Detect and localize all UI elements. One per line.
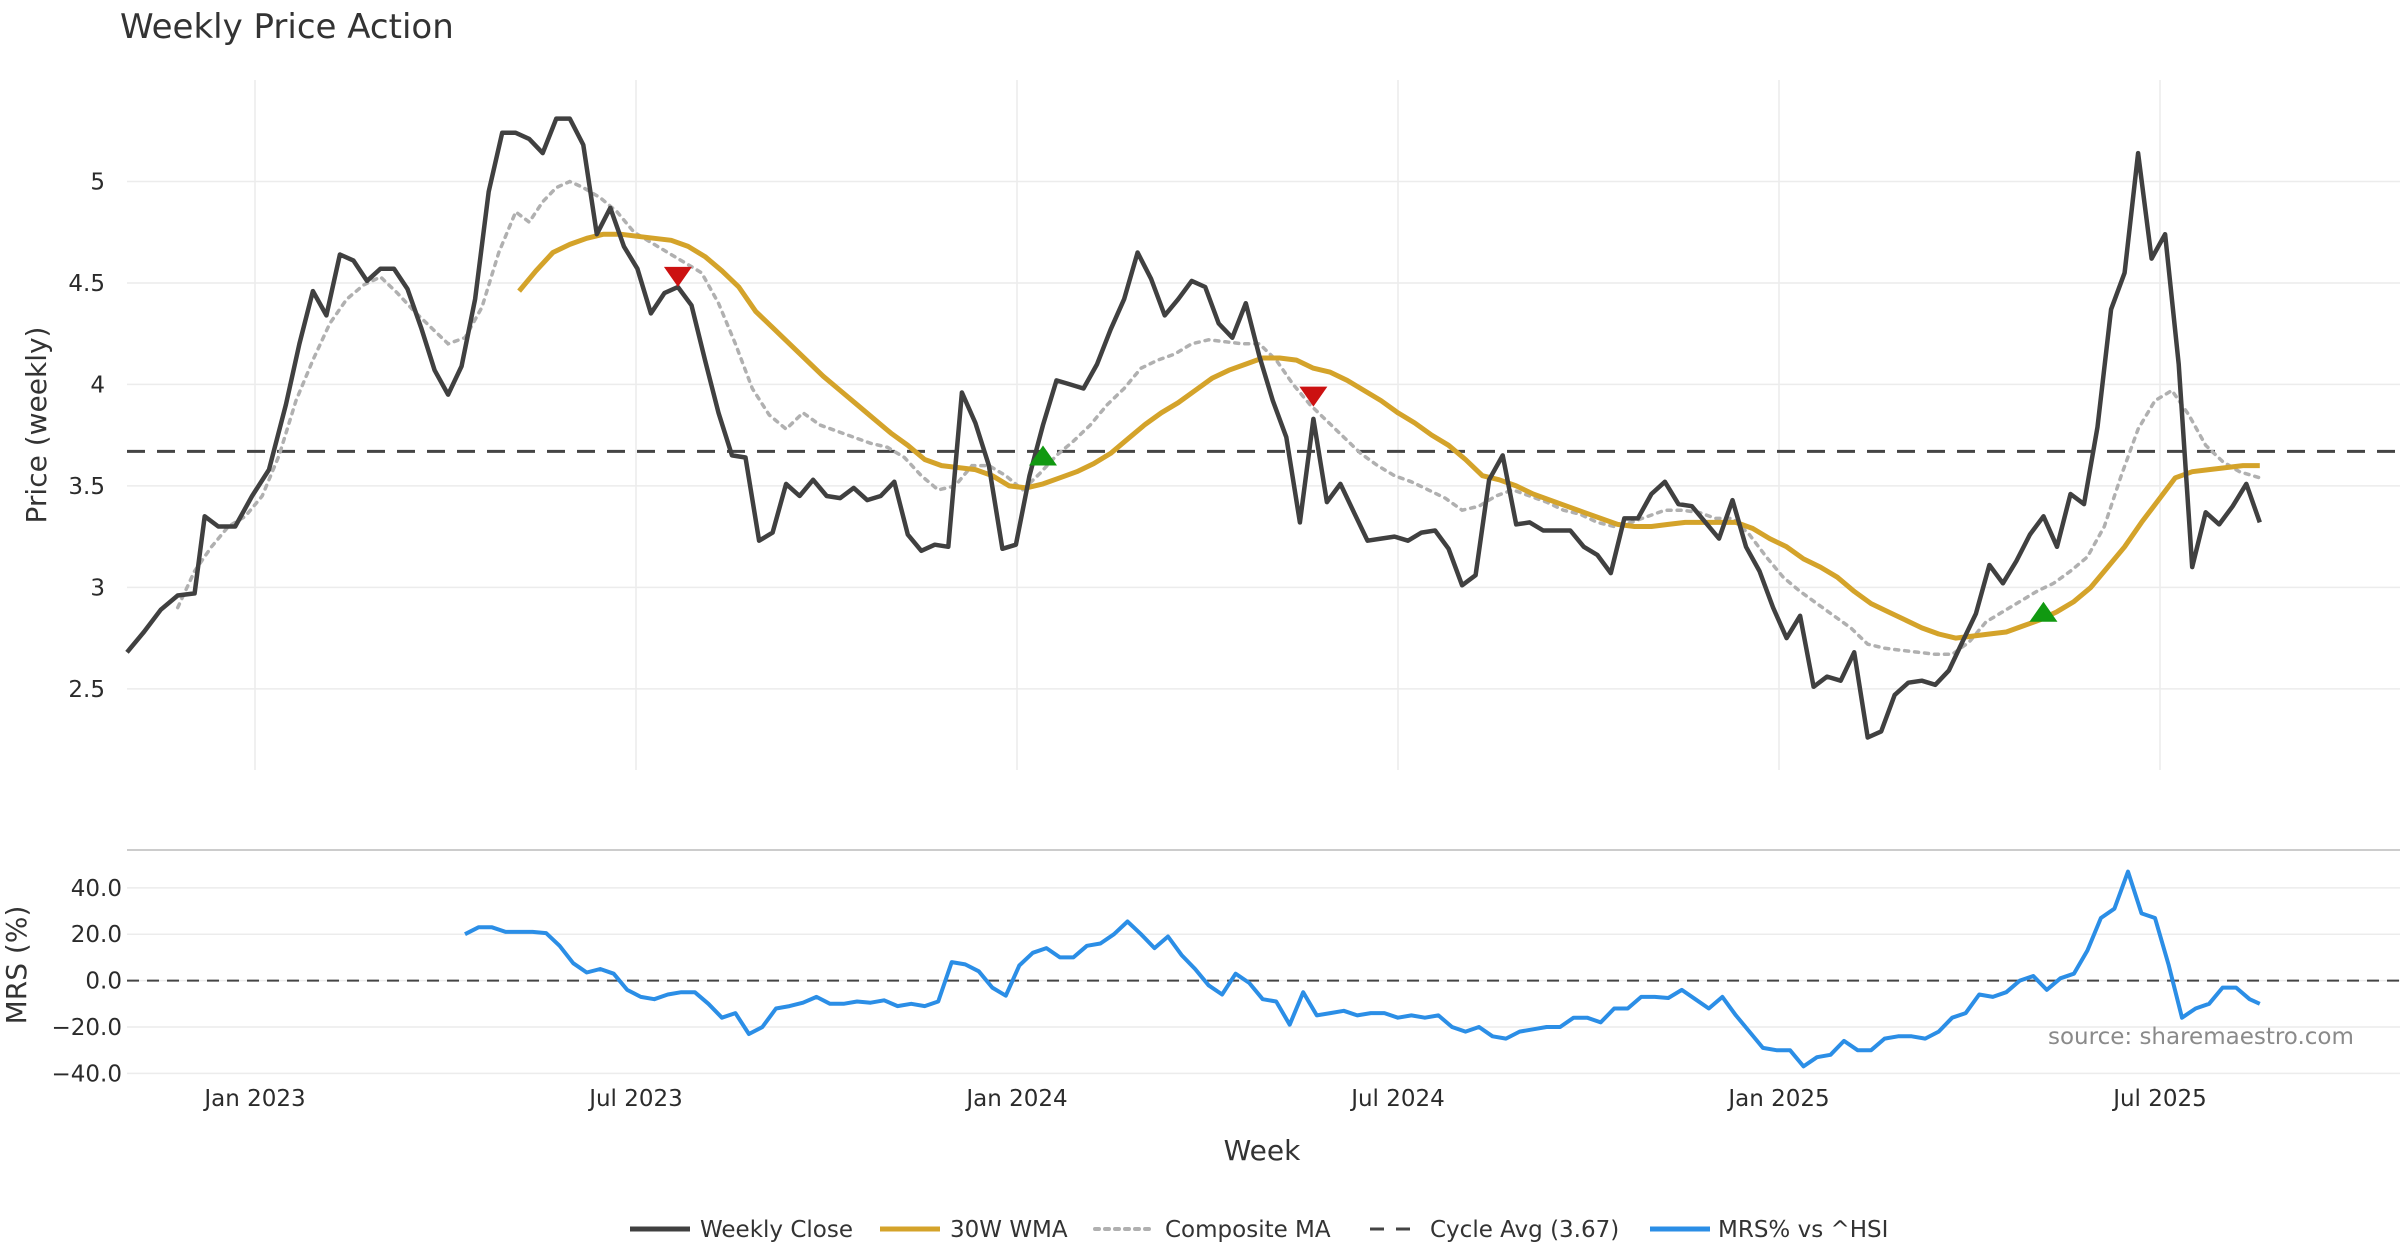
- price-gridlines: [127, 80, 2400, 770]
- x-tick-label: Jan 2023: [202, 1086, 305, 1112]
- watermark: source: sharemaestro.com: [2048, 1024, 2354, 1050]
- x-axis-label: Week: [1224, 1134, 1301, 1167]
- legend-label-mrs: MRS% vs ^HSI: [1718, 1217, 1888, 1243]
- x-tick-label: Jan 2025: [1726, 1086, 1829, 1112]
- y-axis-label: Price (weekly): [20, 327, 53, 524]
- mrs-y-tick-label: −40.0: [52, 1061, 122, 1087]
- price-y-tick-label: 3.5: [68, 474, 105, 500]
- buy-signal-marker: [1028, 445, 1057, 466]
- mrs-y-tick-label: 20.0: [71, 922, 122, 948]
- price-y-tick-label: 2.5: [68, 677, 105, 703]
- x-tick-label: Jul 2023: [587, 1086, 683, 1112]
- signal-markers: [663, 266, 2058, 622]
- price-y-tick-label: 3: [90, 575, 105, 601]
- sell-signal-marker: [663, 266, 692, 287]
- weekly-close-line: [125, 116, 2262, 740]
- legend-item-cycle-avg: Cycle Avg (3.67): [1370, 1217, 1619, 1243]
- x-tick-label: Jul 2024: [1349, 1086, 1445, 1112]
- legend: Weekly Close 30W WMA Composite MA Cycle …: [630, 1217, 1888, 1243]
- legend-item-weekly-close: Weekly Close: [630, 1217, 853, 1243]
- legend-item-mrs: MRS% vs ^HSI: [1650, 1217, 1888, 1243]
- mrs-axis-label: MRS (%): [0, 906, 33, 1025]
- price-y-tick-label: 5: [90, 169, 105, 195]
- x-tick-label: Jul 2025: [2111, 1086, 2207, 1112]
- mrs-y-ticks: 40.0 20.0 0.0 −20.0 −40.0: [52, 876, 122, 1088]
- legend-item-composite: Composite MA: [1093, 1217, 1331, 1243]
- legend-label-composite: Composite MA: [1165, 1217, 1331, 1243]
- x-axis-ticks: Jan 2023 Jul 2023 Jan 2024 Jul 2024 Jan 2025…: [202, 1086, 2206, 1112]
- chart-title: Weekly Price Action: [120, 7, 454, 47]
- price-y-tick-label: 4: [90, 372, 105, 398]
- mrs-y-tick-label: 40.0: [71, 876, 122, 902]
- x-tick-label: Jan 2024: [964, 1086, 1067, 1112]
- composite-ma-line: [175, 179, 2262, 657]
- legend-label-weekly-close: Weekly Close: [700, 1217, 853, 1243]
- legend-label-cycle-avg: Cycle Avg (3.67): [1430, 1217, 1619, 1243]
- legend-item-wma: 30W WMA: [880, 1217, 1068, 1243]
- wma-30w-line: [517, 231, 2260, 641]
- mrs-line: [464, 869, 2261, 1069]
- mrs-y-tick-label: −20.0: [52, 1015, 122, 1041]
- price-y-tick-label: 4.5: [68, 271, 105, 297]
- mrs-y-tick-label: 0.0: [85, 969, 122, 995]
- buy-signal-marker: [2029, 601, 2058, 622]
- sell-signal-marker: [1299, 386, 1328, 407]
- legend-label-wma: 30W WMA: [950, 1217, 1068, 1243]
- price-y-ticks: 2.5 3 3.5 4 4.5 5: [68, 169, 105, 702]
